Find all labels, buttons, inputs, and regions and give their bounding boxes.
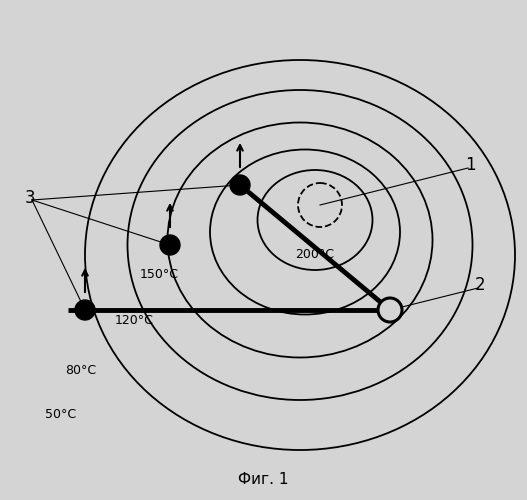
Text: 2: 2	[475, 276, 485, 294]
Circle shape	[160, 235, 180, 255]
Text: 200°C: 200°C	[295, 248, 334, 262]
Circle shape	[378, 298, 402, 322]
Circle shape	[75, 300, 95, 320]
Text: 50°C: 50°C	[45, 408, 76, 422]
Text: Фиг. 1: Фиг. 1	[238, 472, 288, 488]
Text: 80°C: 80°C	[65, 364, 96, 376]
Text: 150°C: 150°C	[140, 268, 179, 281]
Text: 3: 3	[25, 189, 35, 207]
Circle shape	[230, 175, 250, 195]
Text: 1: 1	[465, 156, 475, 174]
Text: 120°C: 120°C	[115, 314, 154, 326]
